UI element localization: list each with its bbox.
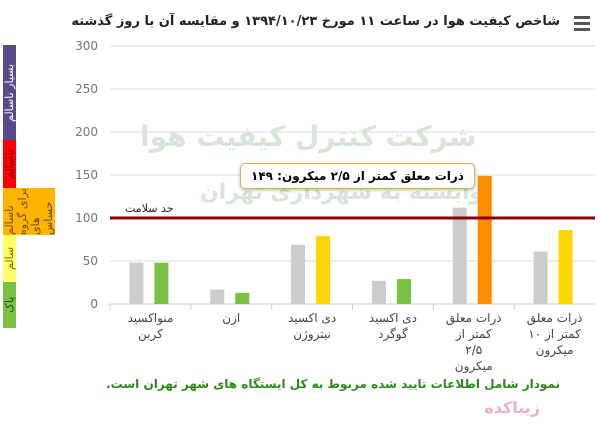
x-category-label: ذرات معلق [527,311,583,326]
hamburger-icon[interactable] [574,16,590,34]
x-category-label: ۲/۵ [465,343,482,357]
x-category-label: ازن [222,311,240,326]
y-tick-label: 100 [75,211,98,225]
x-category-label: ذرات معلق [446,311,502,326]
tooltip: ذرات معلق کمتر از ۲/۵ میکرون: ۱۴۹ [240,163,475,189]
chart-title: شاخص کیفیت هوا در ساعت ۱۱ مورخ ۱۳۹۴/۱۰/۲… [71,14,560,29]
x-category-label: دی اکسید [288,311,336,325]
x-category-label: دی اکسید [369,311,417,325]
y-tick-label: 150 [75,168,98,182]
x-category-label: کمتر از [455,327,492,342]
footer-note: نمودار شامل اطلاعات تایید شده مربوط به ک… [106,377,560,391]
bar-yesterday[interactable] [291,244,306,304]
bar-today[interactable] [396,279,411,304]
bar-yesterday[interactable] [129,262,144,304]
watermark-zibakade: زیباکده [484,398,540,417]
x-category-label: میکرون [536,343,574,358]
y-tick-label: 200 [75,125,98,139]
y-tick-label: 0 [90,297,98,311]
x-category-label: گوگرد [378,327,408,342]
x-category-label: منواکسید [127,311,173,326]
x-category-label: میکرون [455,359,493,374]
bar-today[interactable] [154,262,169,304]
watermark-company: شرکت کنترل کیفیت هوا [140,120,477,153]
bar-today[interactable] [316,236,331,304]
bar-yesterday[interactable] [210,289,225,304]
bar-yesterday[interactable] [452,207,467,304]
y-tick-label: 300 [75,39,98,53]
y-tick-label: 250 [75,82,98,96]
bar-yesterday[interactable] [371,280,386,304]
x-category-label: کمتر از ۱۰ [528,327,581,342]
y-tick-label: 50 [83,254,98,268]
bar-today[interactable] [235,292,250,304]
bar-today[interactable] [558,230,573,304]
threshold-label: حد سلامت [125,202,174,215]
x-category-label: نیتروژن [293,327,331,342]
x-category-label: کربن [138,327,163,342]
bar-today[interactable] [477,175,492,304]
bar-yesterday[interactable] [533,251,548,304]
